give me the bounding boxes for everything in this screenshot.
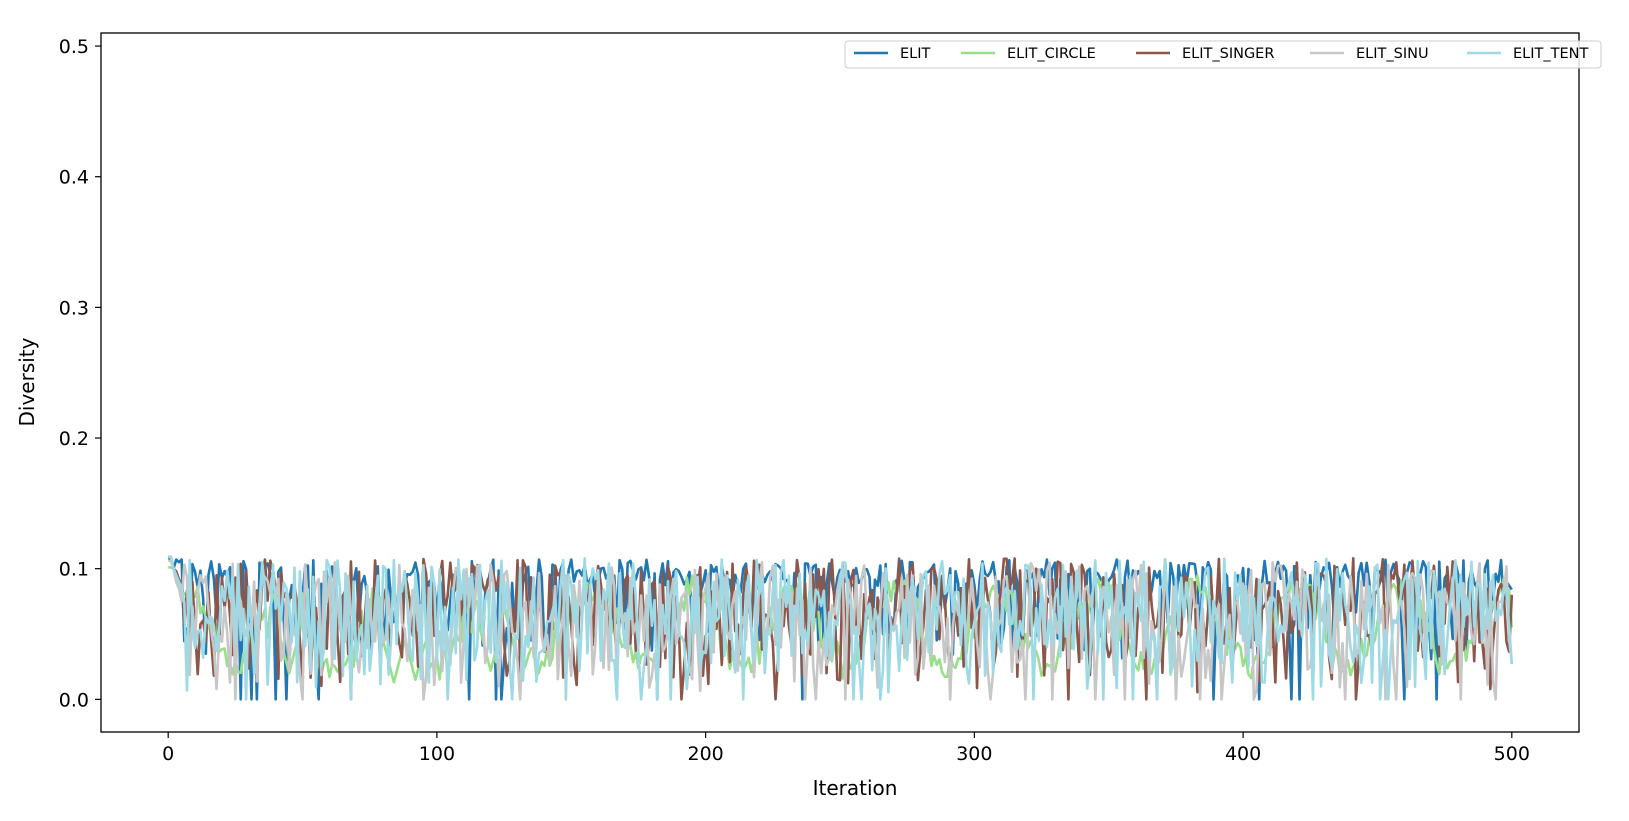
x-axis-ticks: 0 100 200 300 400 500 bbox=[162, 732, 1530, 765]
legend-label: ELIT_SINGER bbox=[1182, 46, 1274, 62]
y-tick-label: 0.1 bbox=[59, 559, 89, 581]
x-tick-label: 400 bbox=[1225, 743, 1261, 765]
series-line-elit-tent bbox=[168, 555, 1514, 701]
y-tick-label: 0.2 bbox=[59, 428, 89, 450]
legend-items: ELIT ELIT_CIRCLE ELIT_SINGER ELIT_SINU ELIT_… bbox=[854, 46, 1588, 62]
legend-frame bbox=[844, 40, 1602, 69]
y-tick-label: 0.3 bbox=[59, 297, 89, 319]
x-tick-label: 500 bbox=[1494, 743, 1530, 765]
axes-frame bbox=[100, 32, 1580, 733]
x-tick-label: 100 bbox=[419, 743, 455, 765]
y-tick-label: 0.5 bbox=[59, 36, 89, 58]
legend-label: ELIT_CIRCLE bbox=[1007, 46, 1096, 62]
legend-label: ELIT_TENT bbox=[1513, 46, 1588, 62]
x-axis-label: Iteration bbox=[813, 776, 898, 800]
x-tick-label: 200 bbox=[688, 743, 724, 765]
legend-label: ELIT bbox=[900, 46, 931, 62]
x-tick-label: 0 bbox=[162, 743, 174, 765]
series-layer bbox=[168, 555, 1514, 701]
legend-label: ELIT_SINU bbox=[1356, 46, 1429, 62]
x-tick-label: 300 bbox=[956, 743, 992, 765]
y-axis-label: Diversity bbox=[15, 337, 39, 426]
legend: ELIT ELIT_CIRCLE ELIT_SINGER ELIT_SINU ELIT_… bbox=[844, 40, 1602, 69]
y-tick-label: 0.4 bbox=[59, 167, 89, 189]
y-tick-label: 0.0 bbox=[59, 689, 89, 711]
y-axis-ticks: 0.0 0.1 0.2 0.3 0.4 0.5 bbox=[59, 36, 101, 711]
